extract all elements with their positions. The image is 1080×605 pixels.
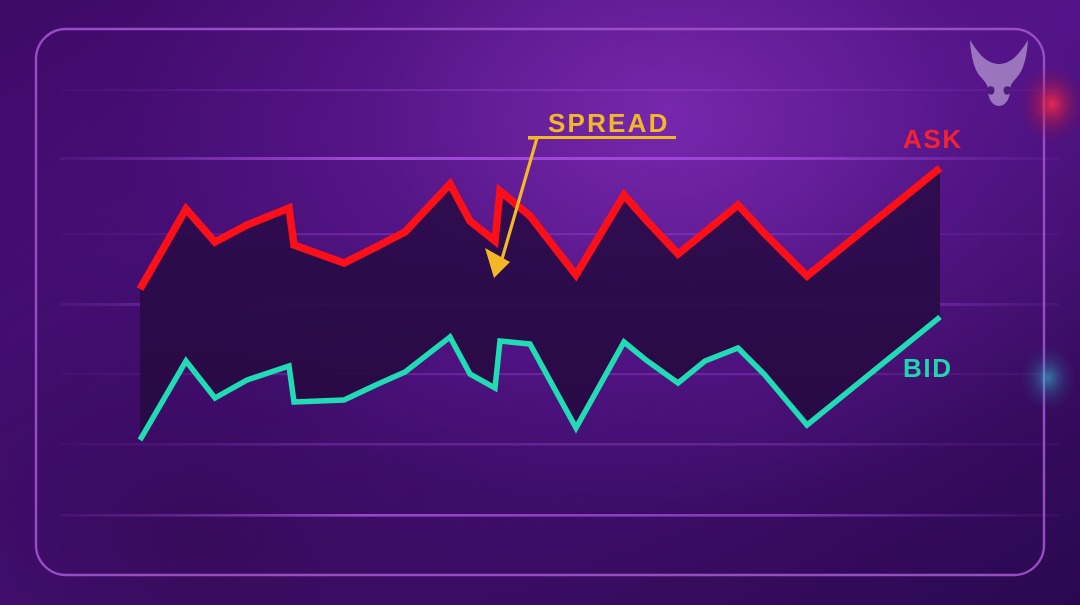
spread-label: SPREAD (548, 108, 670, 138)
red-edge-glow (1018, 64, 1080, 144)
gridline (60, 233, 1060, 236)
spread-arrowhead (485, 248, 510, 278)
teal-edge-glow (1020, 344, 1076, 412)
bull-head-logo (970, 40, 1028, 106)
gridline (60, 89, 1060, 92)
spread-band-fill (140, 168, 940, 440)
spread-leader-line (498, 136, 540, 267)
bid-line (137, 314, 942, 442)
ask-label: ASK (903, 124, 963, 154)
gridline (60, 157, 1060, 160)
gridline (60, 514, 1060, 517)
bid-label: BID (903, 353, 953, 383)
frame-border (34, 27, 1046, 577)
spread-callout (485, 136, 676, 278)
gridline (60, 443, 1060, 446)
ask-line (136, 165, 943, 291)
